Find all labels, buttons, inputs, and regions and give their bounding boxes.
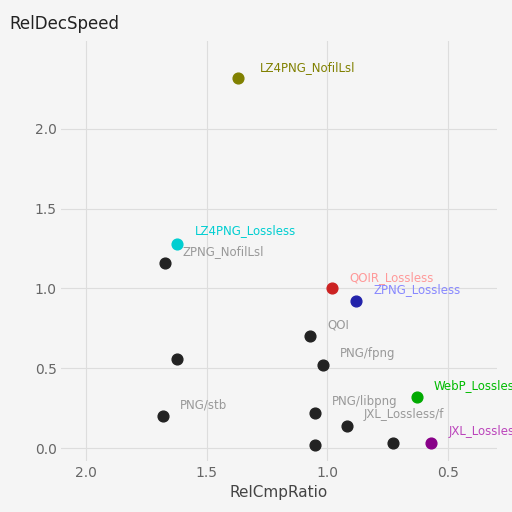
Point <box>174 240 182 248</box>
Text: LZ4PNG_NofilLsl: LZ4PNG_NofilLsl <box>260 61 355 74</box>
X-axis label: RelCmpRatio: RelCmpRatio <box>230 485 328 500</box>
Point <box>318 361 327 369</box>
Text: RelDecSpeed: RelDecSpeed <box>9 14 119 33</box>
Text: JXL_Lossless/f: JXL_Lossless/f <box>364 408 444 421</box>
Text: WebP_Lossless: WebP_Lossless <box>434 379 512 392</box>
Text: PNG/fpng: PNG/fpng <box>339 347 395 360</box>
Point <box>234 74 242 82</box>
Point <box>161 259 169 267</box>
Point <box>174 354 182 362</box>
Text: PNG/libpng: PNG/libpng <box>332 395 398 408</box>
Text: QOIR_Lossless: QOIR_Lossless <box>349 271 434 284</box>
Text: ZPNG_NofilLsl: ZPNG_NofilLsl <box>182 245 264 258</box>
Text: LZ4PNG_Lossless: LZ4PNG_Lossless <box>195 224 295 237</box>
Text: QOI: QOI <box>327 318 349 331</box>
Text: ZPNG_Lossless: ZPNG_Lossless <box>373 283 461 296</box>
Point <box>311 441 319 449</box>
Point <box>352 297 360 305</box>
Point <box>428 439 436 447</box>
Point <box>343 421 351 430</box>
Point <box>311 409 319 417</box>
Text: PNG/stb: PNG/stb <box>180 398 227 411</box>
Point <box>328 284 336 292</box>
Point <box>389 439 397 447</box>
Point <box>306 332 314 340</box>
Text: JXL_Lossless/l7: JXL_Lossless/l7 <box>449 425 512 438</box>
Point <box>413 393 421 401</box>
Point <box>159 412 167 420</box>
